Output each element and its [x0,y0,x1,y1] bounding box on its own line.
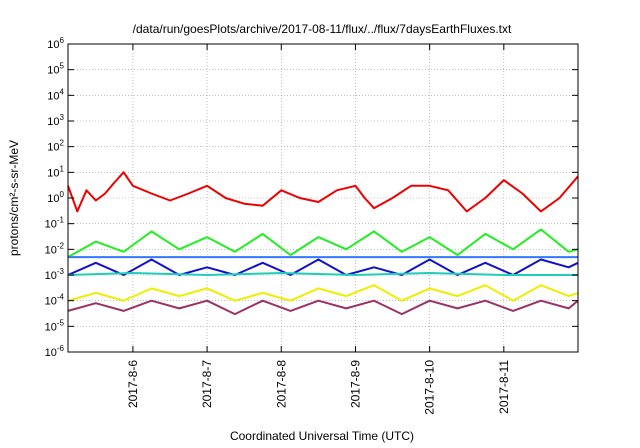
series-line [67,299,579,316]
y-tick-label-base: 10 [45,270,57,282]
y-tick-label-base: 10 [45,219,57,231]
y-tick-label: 105 [47,62,64,77]
y-tick-label-exponent: -4 [57,293,65,302]
y-tick-label-base: 10 [45,296,57,308]
x-axis-label: Coordinated Universal Time (UTC) [230,429,414,443]
series-line [67,284,579,302]
y-tick-label: 104 [47,87,64,102]
y-tick-label-base: 10 [47,167,59,179]
series-line [67,272,578,276]
y-tick-label: 10-5 [45,318,65,333]
y-axis-label: protons/cm²-s-sr-MeV [7,140,21,256]
y-tick-label: 10-1 [45,216,65,231]
y-tick-label: 106 [47,36,64,51]
y-tick-label-exponent: -2 [57,241,65,250]
series-line [67,258,579,276]
y-tick-label-base: 10 [47,193,59,205]
y-tick-label: 102 [47,139,64,154]
series-line [67,171,579,213]
x-tick-label: 2017-8-9 [348,360,362,408]
y-tick-label-exponent: -5 [57,318,65,327]
x-tick-label: 2017-8-7 [200,360,214,408]
y-tick-label-exponent: 2 [60,139,65,148]
y-tick-label-base: 10 [47,65,59,77]
x-tick-label: 2017-8-11 [497,360,511,414]
series-group [67,171,579,316]
x-tick-label: 2017-8-6 [126,360,140,408]
y-tick-label-exponent: 6 [60,36,65,45]
x-tick-label: 2017-8-8 [274,360,288,408]
y-tick-label-exponent: 3 [60,113,65,122]
y-tick-marks [68,43,578,353]
y-tick-label-exponent: 1 [60,164,65,173]
y-tick-label: 101 [47,164,64,179]
y-tick-labels: 10-610-510-410-310-210-11001011021031041… [45,36,65,359]
y-tick-label-base: 10 [47,142,59,154]
y-tick-label-exponent: 5 [60,62,65,71]
y-tick-label-exponent: 0 [60,190,65,199]
series-line [67,228,579,258]
y-tick-label: 10-6 [45,344,65,359]
y-tick-label: 103 [47,113,64,128]
chart-title: /data/run/goesPlots/archive/2017-08-11/f… [133,22,512,36]
y-tick-label: 100 [47,190,64,205]
x-tick-label: 2017-8-10 [423,360,437,415]
y-tick-label-exponent: -6 [57,344,65,353]
x-tick-labels: 2017-8-6 2017-8-7 2017-8-8 2017-8-9 2017-8-1… [126,360,511,415]
y-tick-label-base: 10 [45,347,57,359]
y-tick-label-exponent: -1 [57,216,65,225]
x-tick-marks [132,44,505,352]
y-tick-label: 10-3 [45,267,65,282]
y-tick-label-exponent: -3 [57,267,65,276]
grid-lines [68,44,578,352]
y-tick-label-base: 10 [47,39,59,51]
y-tick-label: 10-4 [45,293,65,308]
y-axis-label-text: protons/cm²-s-sr-MeV [7,140,21,256]
y-tick-label-base: 10 [47,90,59,102]
y-tick-label-base: 10 [47,116,59,128]
y-tick-label-base: 10 [45,244,57,256]
y-tick-label-base: 10 [45,321,57,333]
y-tick-label: 10-2 [45,241,65,256]
y-tick-label-exponent: 4 [60,87,65,96]
